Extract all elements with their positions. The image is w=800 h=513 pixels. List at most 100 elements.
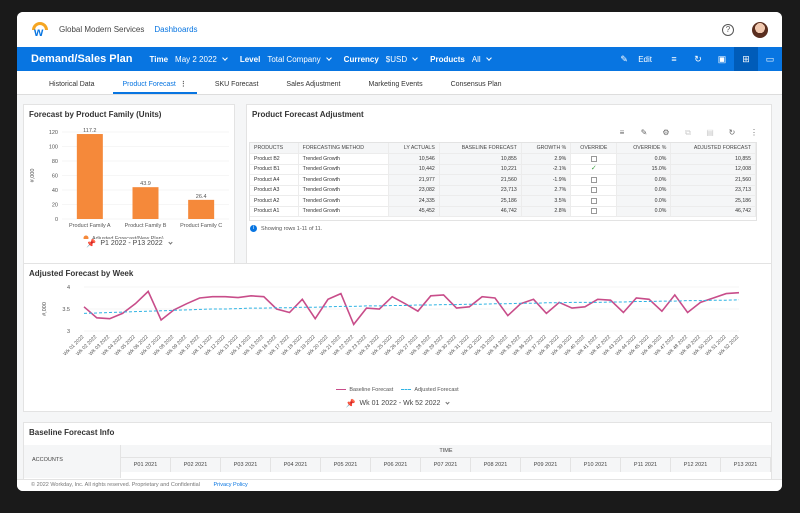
table-cell: Product B2 bbox=[250, 153, 299, 165]
period-header[interactable]: P02 2021 bbox=[171, 458, 221, 472]
chevron-down-icon[interactable] bbox=[412, 55, 418, 61]
avatar[interactable] bbox=[752, 21, 768, 38]
chevron-down-icon[interactable] bbox=[485, 55, 492, 61]
table-cell: 0.0% bbox=[616, 185, 672, 196]
override-cell[interactable] bbox=[570, 185, 618, 196]
edit-columns-icon[interactable]: ✎ bbox=[640, 128, 648, 137]
table-cell: 10,221 bbox=[439, 164, 522, 175]
workday-logo[interactable] bbox=[31, 21, 49, 39]
period-header[interactable]: P03 2021 bbox=[221, 458, 271, 472]
filter-level-value[interactable]: Total Company bbox=[267, 54, 321, 64]
breadcrumb-dashboards[interactable]: Dashboards bbox=[154, 25, 198, 34]
pencil-icon[interactable]: ✎ bbox=[620, 53, 628, 64]
time-group-header: TIME bbox=[121, 445, 771, 458]
table-cell: 23,713 bbox=[670, 185, 756, 196]
chevron-down-icon[interactable] bbox=[445, 400, 451, 405]
table-cell: Trended Growth bbox=[298, 206, 389, 217]
copy-icon[interactable]: ⧉ bbox=[685, 128, 691, 137]
save-icon[interactable]: ▤ bbox=[706, 128, 714, 137]
bar bbox=[132, 187, 159, 219]
page-title: Demand/Sales Plan bbox=[31, 53, 133, 65]
chevron-down-icon[interactable] bbox=[168, 240, 173, 245]
privacy-policy-link[interactable]: Privacy Policy bbox=[213, 482, 248, 488]
table-row[interactable]: Product A1 Trended Growth 45,452 46,742 2.8%… bbox=[250, 206, 756, 217]
column-header[interactable]: GROWTH % bbox=[521, 143, 572, 154]
more-vert-icon[interactable]: ⋮ bbox=[179, 81, 187, 88]
bar-value-label: 26.4 bbox=[196, 194, 207, 200]
checkbox[interactable] bbox=[590, 197, 597, 204]
period-header[interactable]: P07 2021 bbox=[421, 458, 471, 472]
override-cell[interactable]: ✓ bbox=[570, 164, 618, 175]
legend-label: Adjusted Forecast(New Plan) bbox=[92, 236, 164, 239]
period-header[interactable]: P01 2021 bbox=[121, 458, 171, 472]
period-header[interactable]: P13 2021 bbox=[721, 458, 771, 472]
column-header[interactable]: PRODUCTS bbox=[250, 143, 299, 154]
legend-baseline-label: Baseline Forecast bbox=[349, 387, 394, 393]
refresh-icon[interactable]: ↻ bbox=[694, 53, 702, 64]
override-cell[interactable] bbox=[570, 153, 618, 165]
more-vert-icon[interactable]: ⋮ bbox=[750, 128, 758, 137]
period-header[interactable]: P05 2021 bbox=[321, 458, 371, 472]
help-icon[interactable]: ? bbox=[722, 23, 734, 36]
tab-marketing-events[interactable]: Marketing Events bbox=[368, 81, 423, 88]
column-header[interactable]: LY ACTUALS bbox=[388, 143, 440, 154]
camera-icon[interactable]: ▣ bbox=[717, 53, 727, 64]
filter-currency-value[interactable]: $USD bbox=[385, 54, 408, 64]
y-tick-label: 120 bbox=[49, 130, 58, 136]
table-row[interactable]: Product B1 Trended Growth 10,442 10,221 -2.1… bbox=[250, 164, 756, 175]
column-header[interactable]: ADJUSTED FORECAST bbox=[670, 143, 756, 154]
refresh-icon[interactable]: ↻ bbox=[728, 128, 736, 137]
tab-product-forecast[interactable]: Product Forecast ⋮ bbox=[112, 80, 197, 94]
table-cell: Trended Growth bbox=[298, 164, 389, 175]
layout-icon[interactable]: ▭ bbox=[765, 53, 775, 64]
table-row[interactable]: Product B2 Trended Growth 10,546 10,855 2.9%… bbox=[250, 153, 756, 165]
table-cell: 2.9% bbox=[521, 153, 572, 165]
period-header[interactable]: P10 2021 bbox=[571, 458, 621, 472]
series-line bbox=[83, 299, 740, 314]
checkbox[interactable] bbox=[590, 187, 597, 194]
override-cell[interactable] bbox=[570, 174, 618, 186]
grid-view-icon[interactable]: ⊞ bbox=[734, 47, 758, 71]
checkbox[interactable] bbox=[590, 208, 597, 215]
period-header[interactable]: P04 2021 bbox=[271, 458, 321, 472]
filter-icon[interactable]: ≡ bbox=[671, 54, 677, 64]
period-header[interactable]: P06 2021 bbox=[371, 458, 421, 472]
tab-sales-adjustment[interactable]: Sales Adjustment bbox=[286, 81, 341, 88]
override-cell[interactable] bbox=[570, 195, 618, 207]
period-header[interactable]: P08 2021 bbox=[471, 458, 521, 472]
week-period-selector[interactable]: 📌 Wk 01 2022 - Wk 52 2022 bbox=[24, 399, 771, 408]
adjustment-title: Product Forecast Adjustment bbox=[252, 110, 364, 119]
override-cell[interactable] bbox=[570, 206, 618, 217]
period-header[interactable]: P09 2021 bbox=[521, 458, 571, 472]
checkbox-checked[interactable]: ✓ bbox=[590, 165, 597, 173]
chevron-down-icon[interactable] bbox=[222, 55, 228, 61]
period-header[interactable]: P11 2021 bbox=[621, 458, 671, 472]
column-header[interactable]: OVERRIDE % bbox=[616, 143, 672, 154]
tab-historical-data[interactable]: Historical Data bbox=[49, 81, 95, 88]
table-cell: 10,855 bbox=[670, 153, 756, 165]
table-row[interactable]: Product A2 Trended Growth 24,335 25,186 3.5%… bbox=[250, 195, 756, 207]
table-cell: 46,742 bbox=[670, 206, 756, 217]
legend-baseline[interactable]: Baseline Forecast bbox=[336, 387, 393, 393]
filter-products-value[interactable]: All bbox=[471, 54, 481, 64]
legend-adjusted[interactable]: Adjusted Forecast bbox=[401, 387, 459, 393]
checkbox[interactable] bbox=[590, 176, 597, 183]
family-period-selector[interactable]: 📌 P1 2022 - P13 2022 bbox=[24, 239, 234, 248]
column-header[interactable]: OVERRIDE bbox=[570, 143, 618, 154]
column-header[interactable]: BASELINE FORECAST bbox=[439, 143, 522, 154]
table-row[interactable]: Product A4 Trended Growth 21,977 21,560 -1.9… bbox=[250, 174, 756, 186]
chevron-down-icon[interactable] bbox=[325, 55, 332, 61]
checkbox[interactable] bbox=[590, 155, 597, 162]
y-axis-label: #,000 bbox=[30, 169, 36, 183]
table-row[interactable]: Product A3 Trended Growth 23,082 23,713 2.7%… bbox=[250, 185, 756, 196]
app-window: Global Modern Services Dashboards ? Dema… bbox=[17, 12, 782, 491]
bar-value-label: 43.9 bbox=[140, 181, 151, 187]
tab-sku-forecast[interactable]: SKU Forecast bbox=[214, 81, 259, 88]
filter-time-value[interactable]: May 2 2022 bbox=[175, 54, 217, 64]
settings-icon[interactable]: ⚙ bbox=[662, 128, 670, 137]
filter-icon[interactable]: ≡ bbox=[619, 128, 625, 137]
edit-button[interactable]: Edit bbox=[638, 54, 652, 64]
period-header[interactable]: P12 2021 bbox=[671, 458, 721, 472]
column-header[interactable]: FORECASTING METHOD bbox=[298, 143, 389, 154]
tab-consensus-plan[interactable]: Consensus Plan bbox=[450, 81, 502, 88]
